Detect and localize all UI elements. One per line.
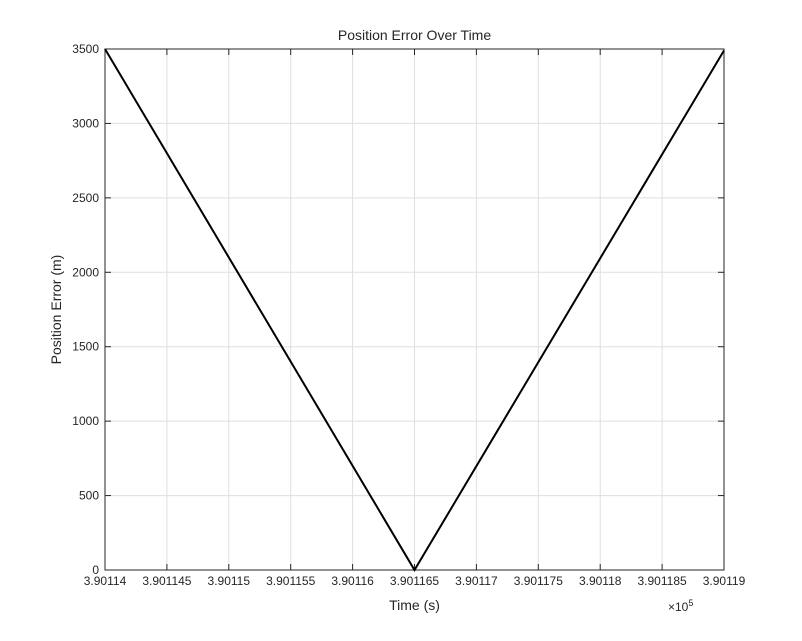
x-tick-label: 3.901155 (266, 574, 315, 588)
x-tick-label: 3.90118 (579, 574, 622, 588)
y-tick-label: 0 (92, 563, 99, 577)
x-axis-label: Time (s) (389, 597, 440, 613)
series-line (104, 48, 725, 572)
y-tick-label: 2500 (72, 191, 99, 205)
y-tick-label: 1500 (72, 340, 99, 354)
y-tick-label: 3000 (72, 116, 99, 130)
x-tick-label: 3.901165 (390, 574, 439, 588)
series (104, 48, 725, 572)
x-tick-label: 3.90119 (703, 574, 746, 588)
y-tick-label: 500 (79, 489, 99, 503)
chart-title: Position Error Over Time (338, 27, 491, 43)
x-exponent-label: ×105 (668, 598, 693, 614)
x-tick-label: 3.90114 (84, 574, 127, 588)
x-tick-label: 3.90117 (455, 574, 498, 588)
x-tick-label: 3.90115 (208, 574, 251, 588)
y-axis-label: Position Error (m) (48, 255, 64, 365)
x-tick-label: 3.90116 (331, 574, 374, 588)
x-tick-label: 3.901175 (514, 574, 563, 588)
y-tick-label: 1000 (72, 414, 99, 428)
x-tick-label: 3.901185 (638, 574, 687, 588)
ticks: 3.90114 3.901145 3.90115 3.901155 3.90116 3.9… (72, 42, 745, 588)
grid (104, 48, 725, 571)
y-tick-label: 3500 (72, 42, 99, 56)
x-tick-label: 3.901145 (142, 574, 191, 588)
labels: Position Error Over Time Time (s) Positi… (48, 27, 693, 614)
y-tick-label: 2000 (72, 265, 99, 279)
